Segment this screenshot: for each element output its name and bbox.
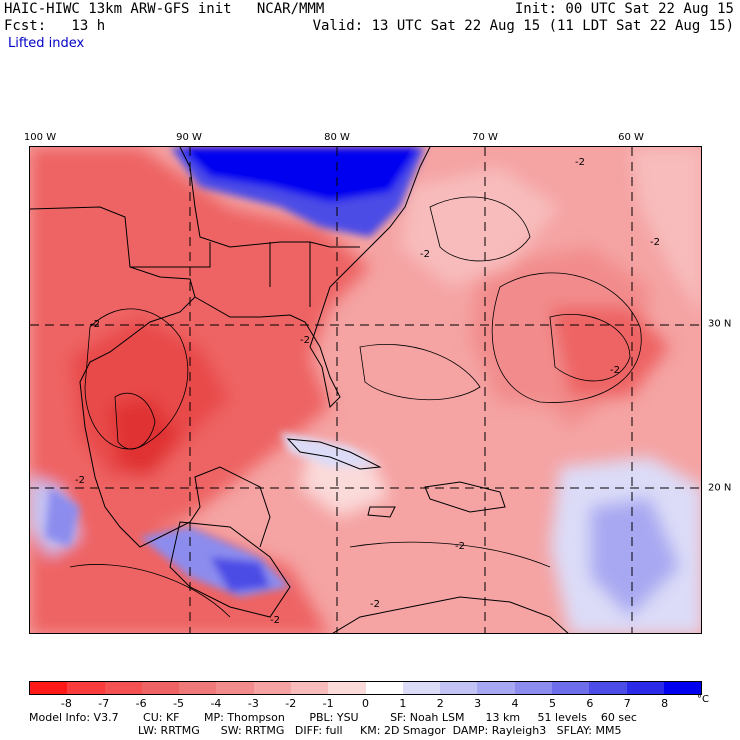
lon-label-100w: 100 W — [23, 132, 57, 143]
plot-title: HAIC-HIWC 13km ARW-GFS init NCAR/MMM — [4, 1, 325, 17]
contour-label: -2 — [90, 319, 100, 330]
colorbar-segment — [216, 682, 254, 694]
colorbar-tick-label: -1 — [322, 697, 334, 710]
south-america-coast — [332, 596, 569, 633]
colorbar-segment — [514, 682, 552, 694]
colorbar-tick-label: 6 — [586, 697, 594, 710]
colorbar-tick-label: 2 — [436, 697, 444, 710]
colorbar-segment — [30, 682, 68, 694]
colorbar-tick-label: 0 — [362, 697, 369, 710]
contour-lines — [69, 196, 642, 618]
lat-label-30n: 30 N — [708, 318, 732, 330]
colorbar-tick-label: 5 — [548, 697, 556, 710]
colorbar-segment — [477, 682, 515, 694]
colorbar-segment — [440, 682, 478, 694]
colorbar-tick-label: -3 — [247, 697, 259, 710]
state-borders-2 — [130, 242, 311, 307]
colorbar-tick-label: 7 — [623, 697, 631, 710]
lon-label-90w: 90 W — [176, 132, 202, 143]
field-name: Lifted index — [8, 36, 85, 51]
lon-label-60w: 60 W — [618, 132, 644, 143]
colorbar-tick-label: -7 — [98, 697, 110, 710]
colorbar — [29, 681, 702, 695]
lat-label-20n: 20 N — [708, 482, 732, 494]
colorbar-tick-label: 8 — [661, 697, 669, 710]
lon-label-80w: 80 W — [324, 132, 350, 143]
model-info-line1: Model Info: V3.7 CU: KF MP: Thompson PBL… — [29, 711, 637, 724]
colorbar-segment — [626, 682, 664, 694]
colorbar-segment — [67, 682, 105, 694]
colorbar-segment — [402, 682, 441, 694]
colorbar-tick-label: 3 — [474, 697, 482, 710]
coastlines-and-borders — [30, 147, 569, 633]
lifted-index-map: -2 -2 -2 -2 -2 -2 -2 -2 -2 -2 — [29, 146, 702, 634]
state-borders-1 — [179, 147, 360, 248]
contour-label: -2 — [270, 615, 280, 626]
colorbar-segment — [104, 682, 142, 694]
colorbar-tick-label: -4 — [210, 697, 222, 710]
init-time: Init: 00 UTC Sat 22 Aug 15 — [514, 1, 734, 17]
contour-label: -2 — [75, 475, 85, 486]
colorbar-segment — [365, 682, 403, 694]
jamaica — [367, 506, 396, 518]
contour-label: -2 — [300, 335, 310, 346]
colorbar-unit: °C — [697, 694, 709, 705]
lon-label-70w: 70 W — [472, 132, 498, 143]
colorbar-segment — [253, 682, 291, 694]
contour-label: -2 — [650, 237, 660, 248]
cuba — [286, 438, 382, 470]
forecast-hour: Fcst: 13 h — [4, 18, 106, 34]
colorbar-tick-label: -6 — [135, 697, 147, 710]
colorbar-tick-label: 1 — [399, 697, 407, 710]
contour-label: -2 — [455, 541, 465, 552]
contour-label: -2 — [420, 249, 430, 260]
coast-southeast-us — [194, 147, 431, 409]
colorbar-segment — [141, 682, 180, 694]
colorbar-segment — [328, 682, 366, 694]
contour-label: -2 — [575, 157, 585, 168]
colorbar-segment — [589, 682, 627, 694]
model-info-line2: LW: RRTMG SW: RRTMG DIFF: full KM: 2D Sm… — [138, 724, 622, 737]
valid-time: Valid: 13 UTC Sat 22 Aug 15 (11 LDT Sat … — [312, 18, 734, 34]
colorbar-tick-label: -8 — [60, 697, 72, 710]
colorbar-tick-label: -5 — [173, 697, 185, 710]
hispaniola — [424, 481, 506, 513]
contour-label: -2 — [610, 365, 620, 376]
colorbar-segment — [551, 682, 590, 694]
coast-gulf-west — [30, 206, 271, 548]
colorbar-segment — [663, 682, 702, 694]
central-america — [169, 521, 291, 618]
contour-label-group: -2 -2 -2 -2 -2 -2 -2 -2 -2 -2 — [75, 157, 660, 626]
contour-label: -2 — [370, 599, 380, 610]
colorbar-tick-label: 4 — [511, 697, 519, 710]
colorbar-segment — [179, 682, 217, 694]
colorbar-tick-label: -2 — [285, 697, 297, 710]
graticule — [30, 147, 701, 633]
colorbar-segment — [290, 682, 329, 694]
